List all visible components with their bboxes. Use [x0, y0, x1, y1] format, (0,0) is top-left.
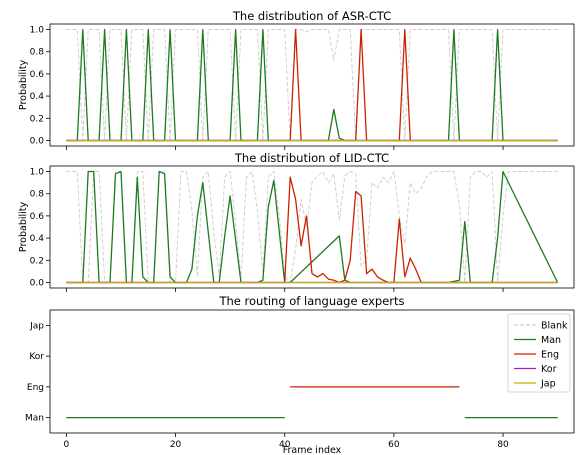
y-tick-label: 0.2	[30, 256, 44, 266]
lid-ctc-frame	[49, 165, 575, 289]
asr-ctc-title: The distribution of ASR-CTC	[232, 9, 391, 23]
lid-ctc-panel: The distribution of LID-CTC Probability …	[18, 151, 575, 292]
lid-ctc-title: The distribution of LID-CTC	[234, 151, 389, 165]
man-series-line	[66, 170, 559, 284]
asr-ctc-panel: The distribution of ASR-CTC Probability …	[18, 9, 575, 150]
legend-label: Jap	[540, 379, 556, 390]
x-tick-label: 0	[64, 440, 70, 450]
legend-box	[507, 313, 571, 393]
y-tick-label: 0.6	[30, 70, 45, 80]
y-tick-label: 1.0	[30, 26, 45, 36]
eng-series-line	[66, 28, 558, 142]
legend-label: Blank	[541, 321, 568, 332]
x-tick-label: 60	[388, 440, 400, 450]
x-tick-label: 20	[170, 440, 182, 450]
legend-label: Eng	[541, 350, 559, 361]
legend: Blank Man Eng Kor Jap	[507, 313, 571, 393]
y-tick-label: 0.8	[30, 48, 45, 58]
y-tick-label: 0.0	[30, 136, 45, 146]
asr-ctc-ylabel: Probability	[18, 60, 29, 111]
blank-series-line	[66, 29, 558, 141]
x-tick-label: 40	[279, 440, 291, 450]
y-tick-label: 0.6	[30, 212, 45, 222]
x-tick-label: 80	[497, 440, 509, 450]
y-tick-label: 1.0	[30, 168, 45, 178]
routing-frame	[49, 309, 575, 434]
y-tick-label: 0.2	[30, 114, 44, 124]
y-tick-label: 0.8	[30, 190, 45, 200]
y-tick-label: 0.4	[30, 234, 45, 244]
routing-panel: The routing of language experts 0 20 40 60 8…	[25, 294, 575, 455]
y-tick-label: Kor	[29, 352, 44, 362]
y-tick-label: Jap	[29, 321, 44, 331]
y-tick-label: Eng	[27, 383, 44, 393]
y-tick-label: Man	[25, 414, 44, 424]
lid-ctc-ylabel: Probability	[18, 202, 29, 253]
routing-title: The routing of language experts	[218, 294, 404, 308]
routing-xlabel: Frame index	[283, 445, 342, 455]
legend-label: Man	[541, 335, 561, 346]
man-series-line	[66, 28, 558, 142]
legend-label: Kor	[541, 364, 557, 375]
asr-ctc-frame	[49, 23, 575, 147]
y-tick-label: 0.0	[30, 278, 45, 288]
y-tick-label: 0.4	[30, 92, 45, 102]
eng-series-line	[66, 176, 558, 284]
